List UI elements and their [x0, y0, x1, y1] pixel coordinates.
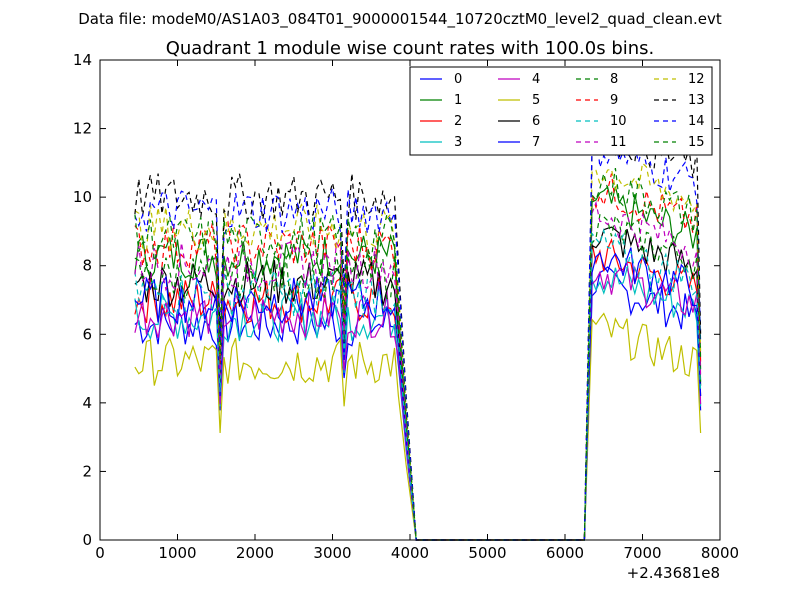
chart-title: Quadrant 1 module wise count rates with …: [166, 38, 655, 59]
y-tick-label: 2: [82, 462, 92, 480]
legend-label-2: 2: [454, 114, 462, 129]
legend-label-12: 12: [688, 72, 705, 87]
legend-label-4: 4: [532, 72, 540, 87]
series-line-11: [134, 200, 702, 541]
x-tick-label: 5000: [468, 544, 506, 562]
legend-label-13: 13: [688, 93, 705, 108]
x-offset-label: +2.43681e8: [627, 564, 720, 582]
series-line-10: [134, 228, 702, 541]
x-tick-label: 0: [95, 544, 105, 562]
x-tick-label: 8000: [701, 544, 739, 562]
legend-label-9: 9: [610, 93, 618, 108]
series-line-15: [134, 168, 702, 541]
legend-label-0: 0: [454, 72, 462, 87]
x-tick-label: 7000: [623, 544, 661, 562]
legend-label-3: 3: [454, 135, 462, 150]
legend-label-11: 11: [610, 135, 627, 150]
series-line-14: [134, 128, 702, 541]
legend-label-1: 1: [454, 93, 462, 108]
x-tick-label: 4000: [391, 544, 429, 562]
y-tick-label: 12: [73, 120, 92, 138]
y-tick-label: 4: [82, 394, 92, 412]
y-tick-label: 0: [82, 531, 92, 549]
y-tick-label: 10: [73, 188, 92, 206]
legend-box: [409, 66, 713, 156]
chart-suptitle: Data file: modeM0/AS1A03_084T01_90000015…: [78, 10, 722, 29]
legend-label-15: 15: [688, 135, 705, 150]
legend-label-7: 7: [532, 135, 540, 150]
series-line-13: [134, 117, 702, 541]
y-tick-label: 6: [82, 325, 92, 343]
legend-label-10: 10: [610, 114, 627, 129]
x-tick-label: 3000: [313, 544, 351, 562]
legend-label-6: 6: [532, 114, 540, 129]
legend-label-8: 8: [610, 72, 618, 87]
x-tick-label: 2000: [236, 544, 274, 562]
plot-series: [134, 117, 702, 541]
legend-label-5: 5: [532, 93, 540, 108]
series-line-12: [134, 161, 702, 541]
legend-label-14: 14: [688, 114, 705, 129]
y-tick-label: 14: [73, 51, 92, 69]
y-tick-label: 8: [82, 257, 92, 275]
x-tick-label: 6000: [546, 544, 584, 562]
series-line-7: [134, 247, 702, 541]
axis-ticks: 0 1000 2000 3000 4000 5000 6000 7000 80000246810…: [73, 51, 739, 562]
x-tick-label: 1000: [158, 544, 196, 562]
series-line-5: [134, 312, 702, 541]
